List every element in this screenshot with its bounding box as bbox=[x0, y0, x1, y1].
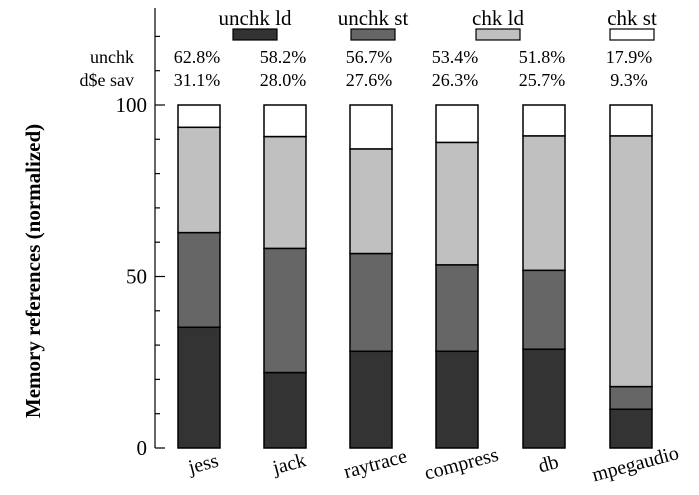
legend-label-unchk-ld: unchk ld bbox=[219, 6, 292, 30]
annotations: unchk 62.8% 58.2% 56.7% 53.4% 51.8% 17.9% d$e s… bbox=[80, 47, 653, 90]
category-label-jess: jess bbox=[185, 450, 221, 479]
category-label-compress: compress bbox=[422, 444, 501, 485]
bar-db-chk-st bbox=[522, 104, 566, 137]
y-tick-label: 0 bbox=[137, 436, 148, 460]
annotation-row-label: d$e sav bbox=[80, 70, 134, 90]
bar-jack-unchk-ld bbox=[263, 371, 307, 449]
bar-mpegaudio-unchk-ld bbox=[609, 408, 653, 449]
annotation-value-raytrace: 27.6% bbox=[346, 70, 393, 90]
bar-mpegaudio-chk-st bbox=[609, 104, 653, 137]
annotation-value-jess: 62.8% bbox=[174, 47, 221, 67]
bar-raytrace-unchk-st bbox=[349, 252, 393, 353]
bars bbox=[177, 104, 653, 449]
bar-db-chk-ld bbox=[522, 135, 566, 272]
bar-jess-unchk-st bbox=[177, 231, 221, 329]
y-axis-label: Memory references (normalized) bbox=[21, 124, 45, 418]
bar-jess-unchk-ld bbox=[177, 326, 221, 449]
bar-db-unchk-ld bbox=[522, 348, 566, 449]
bar-compress-chk-st bbox=[435, 104, 479, 144]
category-labels: jess jack raytrace compress db mpegaudio bbox=[185, 442, 681, 486]
annotation-value-mpegaudio: 9.3% bbox=[610, 70, 648, 90]
legend: unchk ld unchk st chk ld chk st bbox=[219, 6, 657, 41]
bar-jack-unchk-st bbox=[263, 247, 307, 374]
annotation-value-mpegaudio: 17.9% bbox=[606, 47, 653, 67]
bar-jess-chk-ld bbox=[177, 126, 221, 234]
bar-jess-chk-st bbox=[177, 104, 221, 129]
legend-label-chk-ld: chk ld bbox=[472, 6, 524, 30]
annotation-value-compress: 26.3% bbox=[432, 70, 479, 90]
category-label-db: db bbox=[536, 451, 561, 477]
bar-jack-chk-st bbox=[263, 104, 307, 138]
legend-swatch-chk-st bbox=[609, 28, 655, 41]
annotation-value-compress: 53.4% bbox=[432, 47, 479, 67]
bar-compress-chk-ld bbox=[435, 141, 479, 266]
y-tick-label: 50 bbox=[126, 265, 147, 289]
bar-raytrace-unchk-ld bbox=[349, 350, 393, 449]
annotation-value-jack: 58.2% bbox=[260, 47, 307, 67]
bar-jack-chk-ld bbox=[263, 135, 307, 250]
legend-label-unchk-st: unchk st bbox=[338, 6, 409, 30]
bar-raytrace-chk-ld bbox=[349, 148, 393, 255]
bar-compress-unchk-st bbox=[435, 264, 479, 353]
bar-mpegaudio-chk-ld bbox=[609, 135, 653, 388]
bar-compress-unchk-ld bbox=[435, 350, 479, 449]
annotation-value-jack: 28.0% bbox=[260, 70, 307, 90]
category-label-jack: jack bbox=[270, 449, 309, 479]
y-tick-label: 100 bbox=[116, 93, 148, 117]
legend-swatch-unchk-st bbox=[350, 28, 396, 41]
annotation-value-raytrace: 56.7% bbox=[346, 47, 393, 67]
legend-label-chk-st: chk st bbox=[607, 6, 657, 30]
category-label-raytrace: raytrace bbox=[342, 445, 410, 483]
annotation-row-label: unchk bbox=[90, 47, 134, 67]
annotation-value-jess: 31.1% bbox=[174, 70, 221, 90]
axes: 0 50 100 bbox=[116, 8, 165, 460]
legend-swatch-unchk-ld bbox=[232, 28, 278, 41]
legend-swatch-chk-ld bbox=[475, 28, 521, 41]
annotation-value-db: 25.7% bbox=[519, 70, 566, 90]
bar-mpegaudio-unchk-st bbox=[609, 385, 653, 410]
bar-raytrace-chk-st bbox=[349, 104, 393, 150]
annotation-value-db: 51.8% bbox=[519, 47, 566, 67]
bar-db-unchk-st bbox=[522, 269, 566, 350]
